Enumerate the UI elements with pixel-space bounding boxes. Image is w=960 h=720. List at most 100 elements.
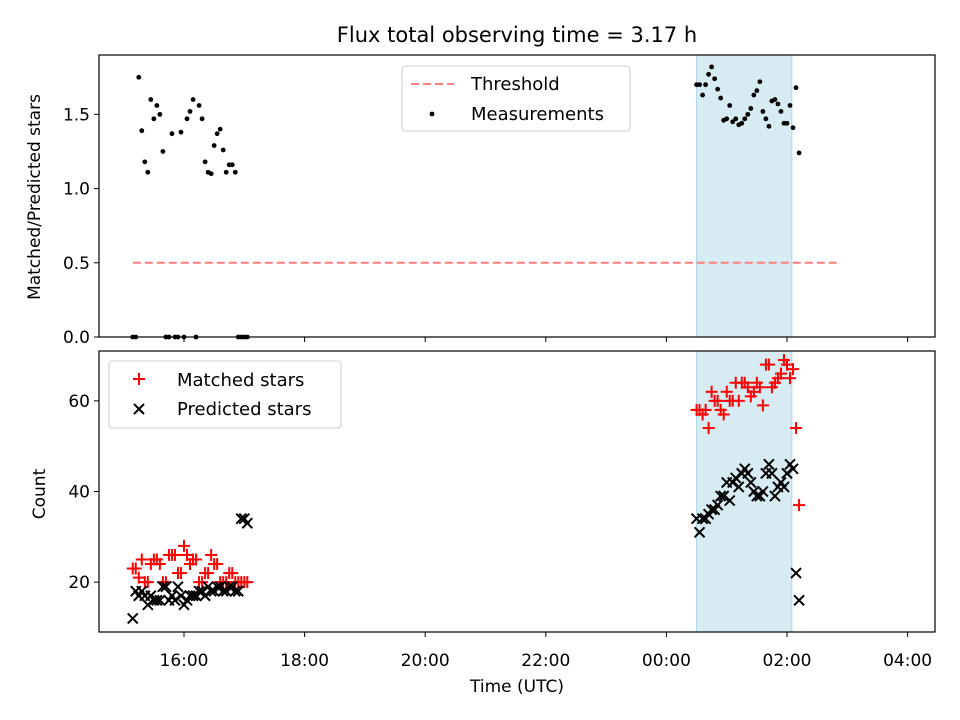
predicted-star-point	[790, 567, 802, 579]
measurement-point	[733, 116, 739, 122]
matched-star-point	[711, 394, 724, 407]
predicted-star-point	[211, 580, 223, 593]
predicted-star-point	[151, 594, 163, 606]
y-tick-label: 40	[68, 483, 90, 503]
top-legend: Threshold Measurements	[401, 65, 631, 132]
measurement-point	[178, 129, 184, 135]
predicted-star-point	[175, 590, 187, 602]
x-tick-label: 20:00	[401, 651, 450, 671]
matched-star-point	[174, 567, 187, 580]
matched-star-point	[756, 399, 769, 412]
measurement-point	[700, 92, 705, 98]
predicted-star-point	[766, 467, 778, 480]
predicted-star-point	[733, 481, 745, 493]
x-tick-label: 18:00	[280, 651, 329, 671]
legend-threshold-label: Threshold	[470, 74, 560, 95]
matched-star-point	[196, 576, 209, 589]
top-legend-box	[401, 65, 631, 132]
measurement-point	[223, 169, 229, 175]
y-tick-label: 0.5	[63, 254, 90, 274]
top-axes: 0.0 0.5 1.0 1.5	[63, 54, 936, 348]
y-tick-label: 0.0	[63, 328, 90, 348]
matched-star-point	[181, 548, 194, 561]
predicted-star-point	[730, 472, 742, 484]
measurement-point	[766, 123, 772, 129]
measurement-point	[703, 82, 708, 88]
matched-star-point	[705, 385, 718, 398]
x-tick-label: 04:00	[883, 651, 932, 671]
matched-star-point	[205, 548, 218, 561]
predicted-stars-series	[127, 458, 805, 625]
matched-star-point	[168, 548, 181, 561]
predicted-star-point	[757, 485, 769, 498]
measurement-point	[706, 71, 712, 77]
measurement-point	[754, 88, 760, 94]
measurement-point	[154, 103, 160, 108]
measurement-point	[757, 79, 763, 85]
measurement-point	[211, 143, 217, 148]
predicted-star-point	[696, 512, 709, 525]
predicted-star-point	[232, 585, 244, 597]
predicted-star-point	[235, 512, 247, 525]
measurement-point	[790, 125, 796, 131]
predicted-star-point	[705, 503, 718, 516]
measurement-point	[748, 106, 754, 111]
predicted-star-point	[193, 585, 205, 597]
matched-star-point	[135, 553, 148, 566]
bottom-y-axis-label: Count	[30, 468, 50, 519]
measurement-point	[142, 159, 148, 165]
predicted-star-point	[187, 590, 199, 602]
measurement-point	[232, 169, 238, 175]
legend-matched-swatch	[133, 373, 145, 385]
bottom-axes: 20 40 60 16:00 18:00 20:00 22:00 00:00 02:00 04:0…	[68, 350, 936, 671]
predicted-star-point	[142, 599, 154, 611]
measurement-point	[196, 103, 202, 108]
top-shaded-region	[696, 54, 793, 338]
predicted-star-point	[223, 580, 235, 593]
measurement-point	[160, 149, 166, 154]
bottom-legend-box	[108, 360, 342, 429]
measurement-point	[136, 74, 142, 80]
matched-star-point	[132, 571, 145, 584]
matched-star-point	[241, 576, 254, 589]
predicted-star-point	[751, 490, 763, 502]
matched-star-point	[702, 422, 715, 435]
predicted-star-point	[205, 585, 217, 597]
legend-measurements-swatch	[429, 111, 435, 117]
matched-star-point	[747, 385, 760, 398]
predicted-star-point	[717, 490, 730, 502]
matched-star-point	[787, 363, 800, 376]
matched-star-point	[141, 576, 154, 589]
bottom-legend: Matched stars Predicted stars	[108, 360, 342, 429]
plot-frame	[98, 54, 936, 338]
measurement-point	[784, 120, 790, 126]
measurement-point	[712, 76, 718, 82]
matched-star-point	[211, 558, 224, 571]
measurement-point	[715, 86, 721, 92]
measurement-point	[229, 162, 235, 168]
predicted-star-point	[241, 517, 254, 529]
matched-star-point	[202, 567, 215, 580]
y-tick-label: 60	[68, 392, 90, 412]
measurement-point	[775, 101, 781, 107]
matched-star-point	[781, 358, 793, 371]
legend-measurements-label: Measurements	[471, 104, 604, 125]
measurement-point	[751, 92, 757, 98]
predicted-star-point	[229, 585, 241, 597]
measurement-point	[793, 85, 799, 91]
matched-star-point	[732, 394, 745, 407]
matched-star-point	[178, 539, 190, 552]
matched-star-point	[762, 358, 775, 371]
measurement-point	[208, 171, 214, 177]
measurement-point	[739, 120, 745, 126]
matched-star-point	[699, 403, 712, 416]
measurement-point	[742, 116, 748, 122]
matched-star-point	[793, 499, 806, 512]
predicted-star-point	[169, 594, 181, 606]
matched-star-point	[129, 562, 142, 575]
measurement-point	[187, 109, 193, 114]
measurement-point	[157, 111, 163, 117]
matched-star-point	[774, 367, 787, 380]
measurement-point	[217, 126, 223, 132]
top-panel: 0.0 0.5 1.0 1.5 Threshold Measurements Matc…	[25, 54, 936, 348]
